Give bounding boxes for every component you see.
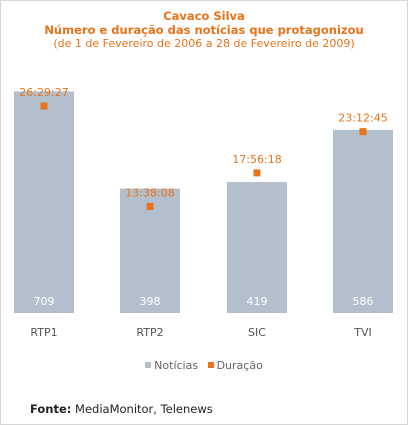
duration-label-sic: 17:56:18	[232, 153, 281, 166]
source-text: MediaMonitor, Telenews	[71, 402, 213, 416]
duration-marker-rtp2	[146, 202, 154, 210]
legend-label-noticias: Notícias	[154, 359, 199, 372]
bar-tvi	[333, 129, 393, 313]
bar-value-tvi: 586	[353, 295, 374, 308]
duration-marker-sic	[253, 169, 261, 177]
chart-subtitle: Número e duração das notícias que protag…	[44, 23, 364, 37]
bar-value-rtp1: 709	[34, 295, 55, 308]
legend-swatch-noticias	[145, 362, 152, 368]
bar-sic	[227, 182, 287, 313]
legend: Notícias Duração	[0, 359, 408, 372]
category-label-sic: SIC	[248, 326, 266, 339]
source-note: Fonte: MediaMonitor, Telenews	[30, 402, 213, 416]
legend-swatch-duracao	[207, 362, 214, 368]
legend-label-duracao: Duração	[216, 359, 263, 372]
duration-label-tvi: 23:12:45	[338, 112, 387, 125]
duration-label-rtp2: 13:38:08	[125, 186, 174, 199]
duration-marker-rtp1	[40, 102, 48, 110]
chart-title: Cavaco Silva	[163, 9, 245, 23]
legend-item-duracao: Duração	[207, 359, 263, 372]
duration-label-rtp1: 26:29:27	[19, 86, 68, 99]
duration-marker-tvi	[359, 128, 367, 136]
bar-value-sic: 419	[247, 295, 268, 308]
bar-value-rtp2: 398	[140, 295, 161, 308]
category-label-rtp1: RTP1	[30, 326, 57, 339]
source-label: Fonte:	[30, 402, 72, 416]
legend-item-noticias: Notícias	[145, 359, 198, 372]
category-label-rtp2: RTP2	[136, 326, 163, 339]
chart-period: (de 1 de Fevereiro de 2006 a 28 de Fever…	[53, 37, 355, 50]
bar-rtp1	[14, 91, 74, 313]
category-label-tvi: TVI	[353, 326, 372, 339]
chart-titles: Cavaco Silva Número e duração das notíci…	[0, 9, 408, 51]
